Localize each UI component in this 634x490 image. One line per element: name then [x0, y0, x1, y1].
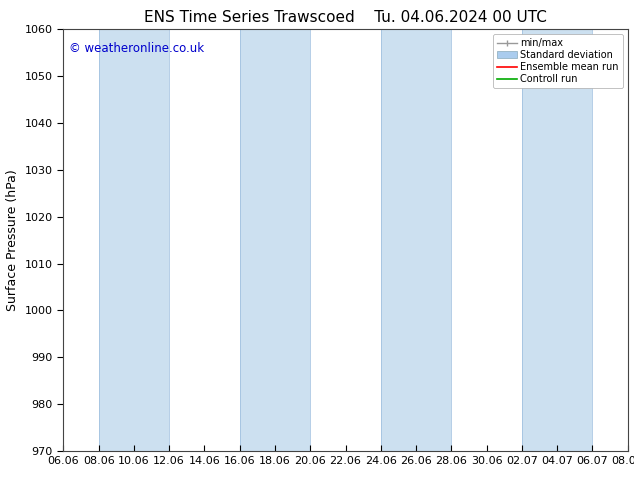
- Bar: [381, 29, 451, 451]
- Bar: [240, 29, 310, 451]
- Bar: [522, 29, 592, 451]
- Title: ENS Time Series Trawscoed    Tu. 04.06.2024 00 UTC: ENS Time Series Trawscoed Tu. 04.06.2024…: [144, 10, 547, 25]
- Text: © weatheronline.co.uk: © weatheronline.co.uk: [69, 42, 204, 55]
- Bar: [99, 29, 169, 451]
- Y-axis label: Surface Pressure (hPa): Surface Pressure (hPa): [6, 169, 19, 311]
- Legend: min/max, Standard deviation, Ensemble mean run, Controll run: min/max, Standard deviation, Ensemble me…: [493, 34, 623, 88]
